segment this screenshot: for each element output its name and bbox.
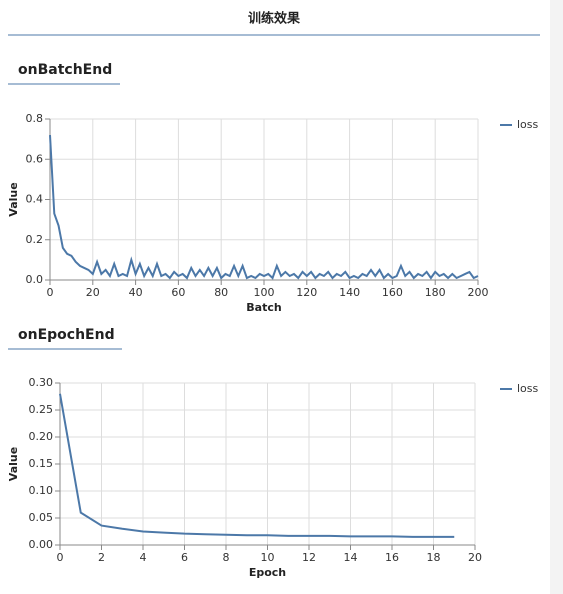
y-tick-label: 0.15 (29, 457, 54, 470)
x-axis-label: Epoch (249, 566, 286, 579)
loss-line (59, 393, 455, 538)
x-tick-label: 14 (344, 551, 358, 564)
x-tick-label: 4 (140, 551, 147, 564)
x-tick-label: 0 (47, 286, 54, 299)
x-tick-label: 6 (181, 551, 188, 564)
y-tick-label: 0.05 (29, 511, 54, 524)
x-tick-label: 20 (468, 551, 482, 564)
legend-label: loss (517, 118, 539, 131)
section-title: onEpochEnd (18, 327, 115, 343)
y-tick-label: 0.20 (29, 430, 54, 443)
x-tick-label: 20 (86, 286, 100, 299)
header-title: 训练效果 (248, 11, 300, 27)
x-tick-label: 160 (382, 286, 403, 299)
loss-line (49, 135, 479, 280)
x-tick-label: 8 (223, 551, 230, 564)
x-tick-label: 100 (254, 286, 275, 299)
x-tick-label: 200 (468, 286, 489, 299)
y-tick-label: 0.10 (29, 484, 54, 497)
y-tick-label: 0.8 (26, 112, 44, 125)
x-tick-label: 0 (57, 551, 64, 564)
x-tick-label: 16 (385, 551, 399, 564)
x-tick-label: 140 (339, 286, 360, 299)
y-tick-label: 0.25 (29, 403, 54, 416)
y-tick-label: 0.4 (26, 193, 44, 206)
x-axis-label: Batch (246, 301, 281, 314)
legend-label: loss (517, 382, 539, 395)
x-tick-label: 80 (214, 286, 228, 299)
x-tick-label: 120 (296, 286, 317, 299)
x-tick-label: 180 (425, 286, 446, 299)
y-tick-label: 0.6 (26, 152, 44, 165)
x-tick-label: 40 (129, 286, 143, 299)
scrollbar (550, 0, 563, 594)
y-axis-label: Value (7, 447, 20, 481)
y-tick-label: 0.0 (26, 273, 44, 286)
y-tick-label: 0.30 (29, 376, 54, 389)
x-tick-label: 2 (98, 551, 105, 564)
x-tick-label: 12 (302, 551, 316, 564)
x-tick-label: 10 (261, 551, 275, 564)
section-title: onBatchEnd (18, 62, 112, 78)
y-tick-label: 0.00 (29, 538, 54, 551)
x-tick-label: 18 (427, 551, 441, 564)
y-axis-label: Value (7, 182, 20, 216)
y-tick-label: 0.2 (26, 233, 44, 246)
x-tick-label: 60 (171, 286, 185, 299)
